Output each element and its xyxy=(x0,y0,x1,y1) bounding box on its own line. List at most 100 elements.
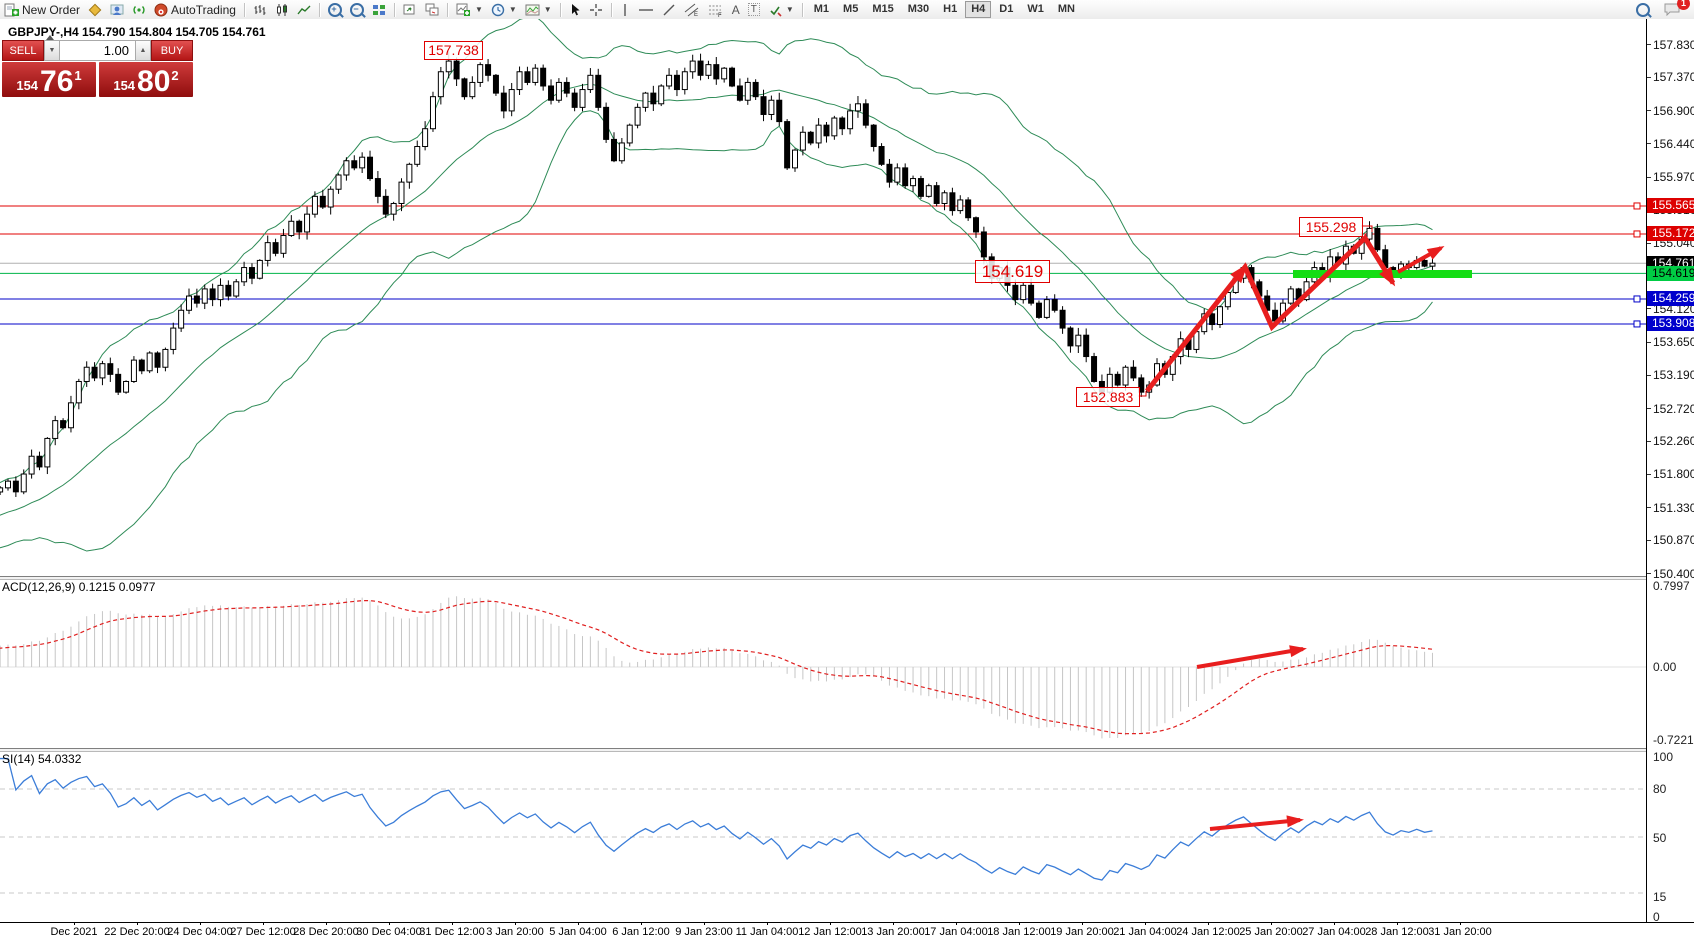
time-axis-label: 3 Jan 20:00 xyxy=(486,926,544,938)
cascade-windows-button[interactable] xyxy=(421,1,443,18)
time-tick-mark xyxy=(515,922,516,925)
buy-button[interactable]: BUY xyxy=(151,40,193,61)
time-axis-label: 31 Jan 20:00 xyxy=(1428,926,1492,938)
templates-dropdown[interactable]: ▼ xyxy=(521,1,556,18)
time-axis-line xyxy=(0,922,1694,923)
fibonacci-tool[interactable]: F xyxy=(704,1,728,18)
auto-arrange-button[interactable] xyxy=(399,1,421,18)
price-annotation[interactable]: 155.298 xyxy=(1299,217,1363,237)
time-tick-mark xyxy=(452,922,453,925)
sell-price-pip: 1 xyxy=(74,68,82,83)
time-tick-mark xyxy=(830,922,831,925)
panel-collapse-arrow[interactable] xyxy=(46,35,54,40)
timeframe-H1[interactable]: H1 xyxy=(943,3,958,15)
time-tick-mark xyxy=(137,922,138,925)
vertical-line-icon xyxy=(624,3,626,16)
horizontal-line-tool[interactable] xyxy=(634,1,658,18)
time-tick-mark xyxy=(326,922,327,925)
text-tool[interactable]: A xyxy=(728,1,744,18)
price-badge: 155.565 xyxy=(1647,198,1694,214)
time-axis-label: 30 Dec 04:00 xyxy=(356,926,422,938)
timeframe-W1[interactable]: W1 xyxy=(1027,3,1044,15)
time-tick-mark xyxy=(1082,922,1083,925)
sell-button[interactable]: SELL xyxy=(2,40,44,61)
price-tick-label: 157.370 xyxy=(1653,70,1694,85)
time-axis-label: 24 Dec 04:00 xyxy=(167,926,233,938)
channel-tool[interactable]: E xyxy=(680,1,704,18)
market-watch-button[interactable] xyxy=(84,1,106,18)
cursor-button[interactable] xyxy=(565,1,585,18)
price-tick-label: 153.190 xyxy=(1653,368,1694,383)
chevron-down-icon: ▼ xyxy=(785,5,794,14)
price-annotation[interactable]: 152.883 xyxy=(1076,387,1140,407)
tile-windows-button[interactable] xyxy=(368,1,390,18)
candlestick-chart-button[interactable] xyxy=(271,1,293,18)
cursor-icon xyxy=(571,3,580,15)
new-order-icon xyxy=(4,3,19,16)
timeframe-MN[interactable]: MN xyxy=(1057,3,1075,15)
search-button[interactable] xyxy=(1632,1,1654,18)
timeframe-H4[interactable]: H4 xyxy=(965,1,992,18)
time-axis-label: 27 Dec 12:00 xyxy=(230,926,296,938)
time-axis-label: 21 Jan 04:00 xyxy=(1113,926,1177,938)
notifications-button[interactable]: 1 xyxy=(1660,0,1690,18)
rsi-label: SI(14) 54.0332 xyxy=(2,752,82,766)
price-tick-mark xyxy=(1647,143,1651,145)
one-click-trading-panel: SELL ▼ ▲ BUY 154 76 1 154 80 2 xyxy=(2,35,193,97)
price-tick-label: 152.260 xyxy=(1653,434,1694,449)
autotrading-button[interactable]: AutoTrading xyxy=(150,1,240,18)
zoom-in-button[interactable]: + xyxy=(324,1,346,18)
timeframe-M5[interactable]: M5 xyxy=(843,3,859,15)
volume-up-button[interactable]: ▲ xyxy=(135,40,151,61)
sell-price-button[interactable]: 154 76 1 xyxy=(2,62,96,97)
vertical-line-tool[interactable] xyxy=(616,1,634,18)
signals-button[interactable] xyxy=(128,1,150,18)
periods-dropdown[interactable]: ▼ xyxy=(487,1,521,18)
price-tick-mark xyxy=(1647,539,1651,541)
time-axis-label: 28 Dec 20:00 xyxy=(293,926,359,938)
time-tick-mark xyxy=(1397,922,1398,925)
zoom-out-button[interactable]: − xyxy=(346,1,368,18)
rsi-panel[interactable] xyxy=(0,750,1646,922)
volume-input[interactable] xyxy=(60,40,135,61)
timeframe-D1[interactable]: D1 xyxy=(999,3,1014,15)
chart-area: Dec 2021 22 Dec 20:00 24 Dec 04:00 27 Dec 1… xyxy=(0,19,1694,939)
time-tick-mark xyxy=(74,922,75,925)
price-tick-label: 152.720 xyxy=(1653,401,1694,416)
price-badge: 155.172 xyxy=(1647,226,1694,242)
timeframe-M1[interactable]: M1 xyxy=(813,3,830,15)
svg-text:F: F xyxy=(718,13,722,17)
buy-price-button[interactable]: 154 80 2 xyxy=(99,62,193,97)
indicator-scale-label: 50 xyxy=(1653,831,1667,845)
volume-down-button[interactable]: ▼ xyxy=(44,40,60,61)
line-chart-button[interactable] xyxy=(293,1,315,18)
panel-splitter[interactable] xyxy=(0,748,1694,752)
timeframe-M15[interactable]: M15 xyxy=(872,3,894,15)
price-tick-mark xyxy=(1647,473,1651,475)
price-annotation[interactable]: 157.738 xyxy=(424,41,483,60)
bar-chart-button[interactable] xyxy=(249,1,271,18)
time-axis-label: Dec 2021 xyxy=(50,926,98,938)
sell-price-base: 154 xyxy=(16,78,39,93)
price-annotation[interactable]: 154.619 xyxy=(975,260,1050,283)
crosshair-button[interactable] xyxy=(585,1,607,18)
toolbar: New Order AutoTrading + − xyxy=(0,0,1694,20)
macd-panel[interactable] xyxy=(0,578,1646,748)
price-tick-label: 157.830 xyxy=(1653,37,1694,52)
price-tick-mark xyxy=(1647,110,1651,112)
text-label-tool[interactable]: T xyxy=(744,1,764,18)
time-axis-label: 22 Dec 20:00 xyxy=(104,926,170,938)
trendline-tool[interactable] xyxy=(658,1,680,18)
price-tick-mark xyxy=(1647,76,1651,78)
equidistant-channel-icon: E xyxy=(684,3,699,17)
panel-splitter[interactable] xyxy=(0,576,1694,580)
price-chart[interactable] xyxy=(0,19,1646,576)
timeframe-M30[interactable]: M30 xyxy=(907,3,930,15)
arrows-dropdown[interactable]: ▼ xyxy=(764,1,798,18)
navigator-button[interactable] xyxy=(106,1,128,18)
new-order-button[interactable]: New Order xyxy=(0,1,84,18)
line-chart-icon xyxy=(297,5,311,14)
indicator-scale-label: 100 xyxy=(1653,750,1674,764)
new-chart-dropdown[interactable]: ▼ xyxy=(452,1,487,18)
autotrading-label: AutoTrading xyxy=(171,2,236,17)
